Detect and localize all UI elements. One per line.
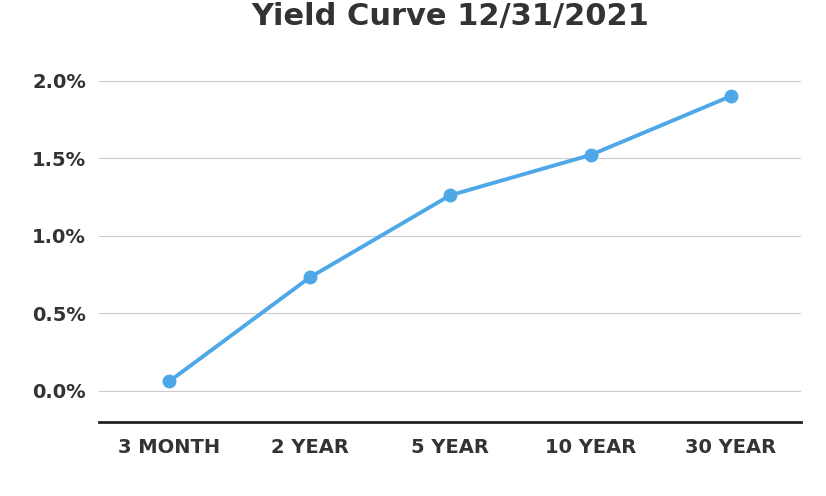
Title: Yield Curve 12/31/2021: Yield Curve 12/31/2021 (251, 1, 649, 31)
